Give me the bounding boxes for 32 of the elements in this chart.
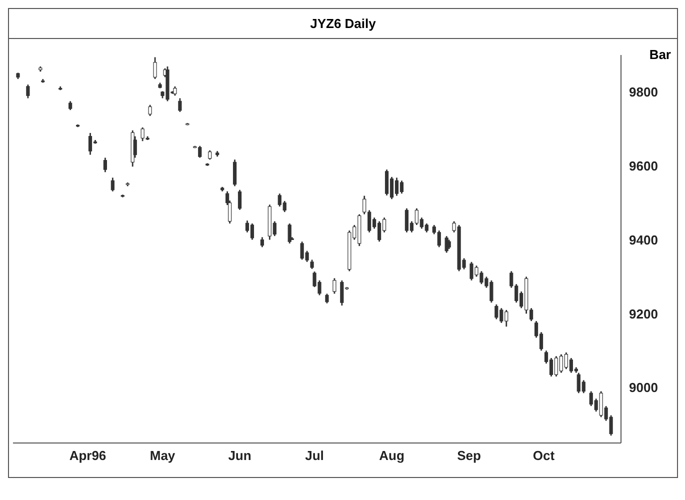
candlestick [238,189,242,211]
candlestick [232,158,237,187]
y-tick-label: 9600 [629,158,658,174]
candlestick [148,104,152,117]
x-tick-label: Apr96 [69,448,106,464]
x-tick-label: Jul [305,448,324,464]
candlestick [178,98,182,113]
y-tick-label: 9400 [629,232,658,248]
y-tick-label: 9200 [629,306,658,322]
candlestick [26,84,30,99]
candlestick [332,277,336,294]
candlestick [310,259,314,270]
candlestick [133,136,137,158]
candlestick [110,176,114,192]
candlestick [325,293,329,304]
candlestick [260,236,264,248]
chart-title: JYZ6 Daily [9,9,677,39]
x-tick-label: Oct [532,448,556,464]
y-axis-title: Bar [649,47,671,62]
x-tick-label: May [150,448,176,464]
x-tick-label: Sep [457,448,481,464]
candlestick [103,157,107,173]
candlestick [444,235,448,254]
candlestick [208,150,212,160]
y-tick-label: 9000 [629,380,658,396]
candlestick [288,222,292,244]
candlestick [153,56,157,80]
y-tick-label: 9800 [629,84,658,100]
x-tick-label: Aug [379,448,404,464]
x-tick-label: Jun [228,448,252,464]
candlestick [447,239,451,250]
candlestick [173,86,177,96]
